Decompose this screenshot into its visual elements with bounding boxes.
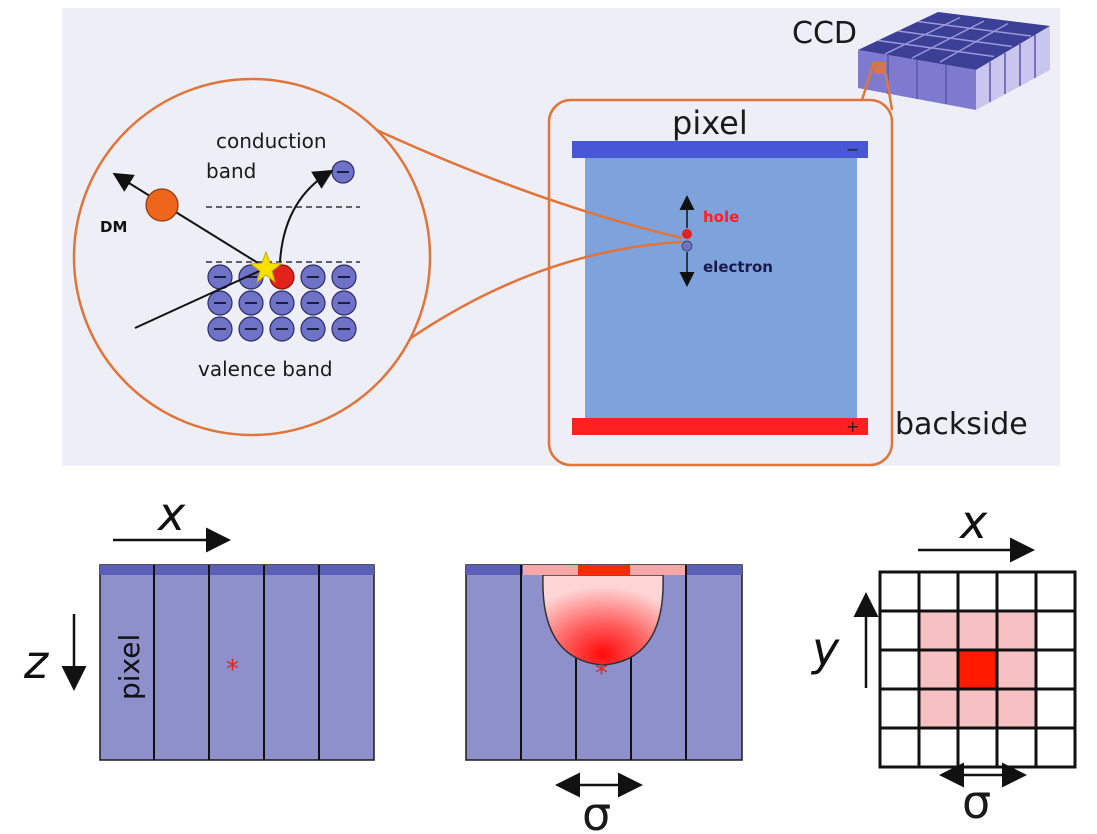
grid-pixel <box>1034 570 1077 613</box>
electron-label: electron <box>703 258 773 276</box>
right-sigma-label: σ <box>962 775 991 829</box>
valence-electrons <box>207 264 357 342</box>
valence-band-label: valence band <box>198 357 333 381</box>
grid-pixel <box>1034 609 1077 652</box>
grid-pixel <box>878 609 921 652</box>
grid-pixel <box>1034 726 1077 769</box>
grid-pixel <box>917 726 960 769</box>
zoom-line-circle-top <box>329 106 683 240</box>
left-pixel-label: pixel <box>113 634 146 700</box>
middle-event-star: * <box>595 659 608 689</box>
backside-electrode-sign: + <box>846 417 859 436</box>
grid-pixel <box>1034 648 1077 691</box>
pixel-body <box>585 158 857 420</box>
left-x-axis-label: x <box>156 487 186 541</box>
grid-pixel <box>995 648 1038 691</box>
excitation-arrow <box>279 169 334 263</box>
left-event-star: * <box>226 655 239 685</box>
grid-pixel <box>1034 687 1077 730</box>
charge-collection-center <box>578 565 630 575</box>
grid-pixel <box>995 687 1038 730</box>
grid-pixel <box>956 609 999 652</box>
pixel-zoom-frame <box>547 98 894 467</box>
backside-electrode <box>572 418 868 435</box>
grid-pixel <box>995 570 1038 613</box>
pixel-label: pixel <box>672 104 748 142</box>
electron-dot <box>681 240 693 252</box>
right-pixel-grid <box>878 570 1077 769</box>
ccd-chip <box>858 12 1050 110</box>
left-z-axis-label: z <box>23 635 49 689</box>
left-pixel-columns <box>99 564 375 761</box>
dm-label: DM <box>100 218 127 236</box>
grid-pixel <box>956 648 999 691</box>
grid-pixel <box>878 687 921 730</box>
incoming-particle-track <box>134 267 267 329</box>
zoom-line-ccd-top <box>860 61 876 101</box>
hole-label: hole <box>703 208 739 226</box>
grid-pixel <box>956 687 999 730</box>
grid-pixel <box>878 648 921 691</box>
top-electrode-sign: − <box>846 140 859 159</box>
zoom-line-ccd-bottom <box>884 73 894 111</box>
grid-pixel <box>917 648 960 691</box>
middle-sigma-label: σ <box>582 787 611 834</box>
dm-particle <box>145 188 179 222</box>
backside-label: backside <box>895 407 1028 442</box>
dm-outgoing-track <box>112 172 267 269</box>
grid-pixel <box>956 570 999 613</box>
grid-pixel <box>917 609 960 652</box>
grid-pixel <box>917 687 960 730</box>
grid-pixel <box>878 726 921 769</box>
conduction-band-label-1: conduction <box>216 129 327 153</box>
ccd-label: CCD <box>792 16 857 51</box>
grid-pixel <box>878 570 921 613</box>
grid-pixel <box>995 609 1038 652</box>
electron-hole-pair <box>679 195 695 287</box>
hole-dot <box>682 229 692 239</box>
conduction-band-label-2: band <box>206 159 256 183</box>
right-x-axis-label: x <box>958 495 988 549</box>
zoom-line-circle-bottom <box>407 240 683 342</box>
right-y-axis-label: y <box>810 622 840 676</box>
top-electrode <box>572 141 868 158</box>
diffusion-plume <box>542 574 664 666</box>
grid-pixel <box>917 570 960 613</box>
grid-pixel <box>995 726 1038 769</box>
interaction-star <box>249 250 283 284</box>
grid-pixel <box>956 726 999 769</box>
